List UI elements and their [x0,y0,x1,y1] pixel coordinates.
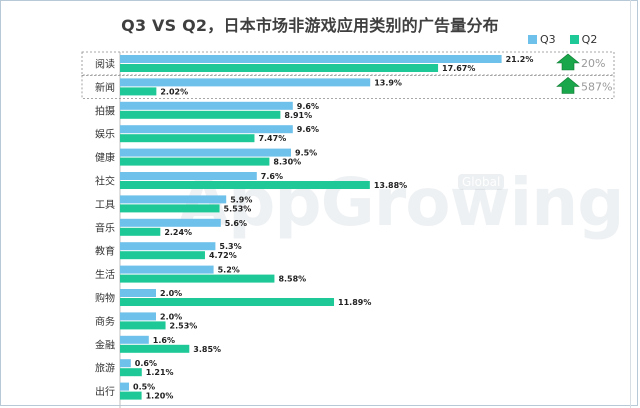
data-label-q2: 2.53% [170,321,198,330]
bar-q2 [120,204,220,213]
category-label: 旅游 [95,362,115,375]
category-label: 金融 [95,338,115,351]
bar-q3 [120,382,129,391]
data-label-q2: 1.21% [146,368,174,377]
data-label-q2: 2.02% [160,87,188,96]
category-label: 工具 [95,199,115,211]
data-label-q3: 2.0% [160,312,182,321]
legend-item-q2: Q2 [569,33,598,46]
bar-q2 [120,87,157,96]
data-label-q3: 7.6% [261,172,283,181]
legend-swatch-q2 [569,35,579,44]
data-label-q2: 13.88% [374,181,407,190]
category-label: 健康 [95,151,115,164]
bar-q3 [120,242,216,251]
category-label: 生活 [95,268,115,281]
bar-q3 [120,289,156,297]
data-label-q2: 17.67% [442,64,475,73]
data-label-q2: 3.85% [193,345,221,354]
bar-q2 [120,344,190,353]
data-label-q3: 5.2% [218,266,240,275]
data-label-q3: 1.6% [153,336,175,345]
bar-q3 [120,172,257,180]
bar-q2 [120,251,205,260]
bar-q3 [120,265,214,274]
bar-q2 [120,134,255,143]
growth-label: 20% [581,57,605,70]
bar-q2 [120,227,161,236]
bar-q2 [120,321,166,330]
bar-q2 [120,368,142,377]
highlight-box [81,75,615,99]
data-label-q2: 1.20% [146,392,174,401]
bar-q3 [120,335,149,344]
data-label-q3: 5.6% [225,219,247,228]
bar-q2 [120,274,275,283]
data-label-q3: 0.6% [135,359,157,368]
category-label: 出行 [95,385,115,398]
data-label-q2: 8.30% [273,158,301,167]
bar-q2 [120,110,281,119]
data-label-q2: 2.24% [164,228,192,237]
bar-q3 [120,55,502,63]
bar-q3 [120,125,293,134]
category-label: 音乐 [95,221,115,234]
legend-label-q3: Q3 [540,33,556,46]
bar-q2 [120,298,335,306]
data-label-q3: 9.6% [297,102,319,111]
legend: Q3 Q2 [528,33,597,46]
data-label-q3: 5.3% [219,242,241,251]
data-label-q3: 9.6% [297,125,319,134]
legend-swatch-q3 [528,35,537,44]
data-label-q2: 8.58% [278,275,306,284]
category-label: 阅读 [95,58,115,71]
legend-item-q3: Q3 [528,33,556,46]
bar-q2 [120,391,142,400]
category-label: 社交 [95,175,115,188]
bar-q3 [120,359,131,368]
bar-q3 [120,218,221,227]
data-label-q3: 13.9% [374,78,402,87]
chart-title: Q3 VS Q2，日本市场非游戏应用类别的广告量分布 [121,16,499,35]
bar-q2 [120,64,439,72]
bar-q3 [120,312,156,321]
legend-label-q2: Q2 [581,33,598,46]
data-label-q3: 5.9% [230,195,252,204]
data-label-q3: 0.5% [133,383,155,392]
category-label: 新闻 [95,81,115,94]
up-arrow-icon [556,53,580,71]
category-label: 娱乐 [95,128,115,141]
category-label: 商务 [95,315,115,328]
data-label-q2: 4.72% [209,251,237,260]
up-arrow-icon [556,77,580,94]
data-label-q2: 5.53% [224,204,252,213]
data-label-q2: 8.91% [284,111,312,120]
category-label: 教育 [95,245,115,258]
bar-q3 [120,101,293,110]
category-label: 购物 [95,292,115,305]
bar-q2 [120,157,270,166]
growth-label: 587% [581,80,612,93]
data-label-q3: 9.5% [295,149,317,158]
bar-q3 [120,78,371,87]
right-divider [630,0,631,408]
bar-q3 [120,148,291,157]
category-label: 拍摄 [95,104,115,117]
data-label-q3: 2.0% [160,289,182,298]
bar-q2 [120,181,370,189]
data-label-q2: 11.89% [338,298,371,307]
bar-q3 [120,195,227,204]
data-label-q3: 21.2% [506,55,534,64]
data-label-q2: 7.47% [258,134,286,143]
